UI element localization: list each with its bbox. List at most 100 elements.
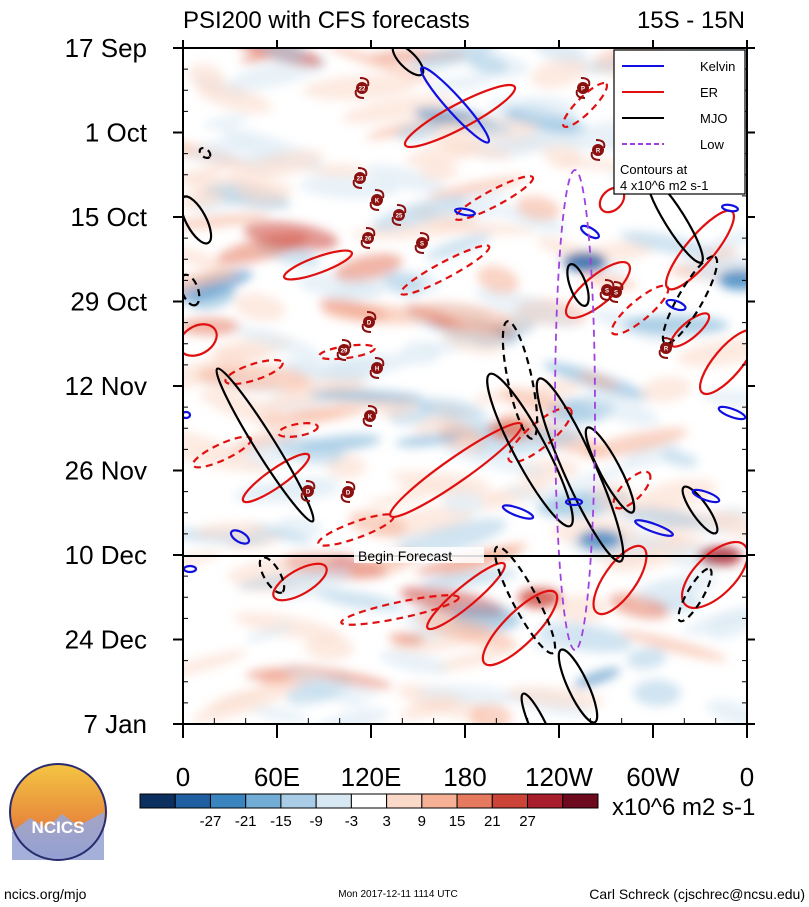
- shading-blob: [429, 74, 494, 92]
- storm-label: P: [581, 87, 585, 93]
- shading-blob: [226, 554, 332, 584]
- colorbar-units: x10^6 m2 s-1: [612, 794, 755, 821]
- chart-title: PSI200 with CFS forecasts: [183, 7, 470, 34]
- shading-blob: [705, 699, 747, 724]
- shading-blob: [504, 486, 546, 503]
- x-tick-label: 0: [740, 762, 754, 792]
- contour-mjo: [215, 367, 315, 523]
- shading-blob: [633, 679, 681, 707]
- shading-blob: [258, 406, 366, 426]
- storm-marker: K: [362, 405, 378, 427]
- contour-mjo: [198, 146, 212, 160]
- shading-blob: [533, 625, 575, 653]
- contour-mjo: [661, 255, 719, 345]
- storm-marker: D: [340, 481, 356, 503]
- shading-core: [563, 252, 607, 272]
- colorbar-label: -3: [345, 813, 358, 830]
- contour-kelvin: [501, 504, 535, 520]
- shading-blob: [441, 324, 505, 355]
- shading-blob: [410, 48, 500, 72]
- shading-blob: [183, 650, 248, 681]
- shading-blob: [533, 379, 581, 397]
- y-tick-label: 1 Oct: [85, 118, 148, 148]
- x-axis: 0 60E 120E 180 120W 60W 0: [176, 40, 754, 792]
- shading-blob: [681, 255, 747, 275]
- shading-blob: [536, 463, 639, 497]
- x-tick-label: 120W: [525, 762, 593, 792]
- storm-label: S: [605, 289, 609, 295]
- shading-blob: [530, 58, 588, 89]
- colorbar-label: 3: [382, 813, 390, 830]
- contour-er: [282, 249, 354, 281]
- colorbar-swatch: [562, 793, 599, 809]
- begin-forecast-label: Begin Forecast: [358, 548, 452, 564]
- shading-blob: [399, 696, 460, 720]
- contour-mjo: [520, 692, 560, 724]
- colorbar-label: 21: [484, 813, 501, 830]
- storm-label: D: [367, 321, 372, 327]
- y-tick-label: 10 Dec: [65, 540, 147, 570]
- shading-blob: [379, 650, 450, 675]
- shading-blob: [469, 54, 509, 75]
- x-tick-label: 120E: [341, 762, 402, 792]
- storm-marker: D: [300, 480, 316, 502]
- x-tick-label: 60W: [626, 762, 680, 792]
- storm-marker: 26: [360, 227, 376, 249]
- y-tick-label: 26 Nov: [65, 456, 147, 486]
- x-tick-label: 60E: [254, 762, 300, 792]
- shading-blob: [366, 164, 447, 194]
- shading-blob: [196, 364, 310, 391]
- storm-marker: R: [658, 337, 674, 359]
- contour-kelvin: [183, 410, 192, 420]
- shading-blob: [676, 337, 747, 367]
- contour-mjo: [681, 485, 719, 535]
- shading-blob: [211, 349, 271, 360]
- storm-label: K: [375, 199, 380, 205]
- storm-label: H: [375, 367, 379, 373]
- contour-er: [481, 589, 559, 667]
- shading-blob: [388, 632, 425, 646]
- storm-label: 29: [341, 349, 348, 355]
- colorbar-label: 27: [519, 813, 536, 830]
- contour-kelvin: [564, 497, 584, 507]
- shading-blob: [533, 48, 583, 64]
- storm-marker: H: [369, 357, 385, 379]
- shading-blob: [200, 388, 284, 426]
- footer-url[interactable]: ncics.org/mjo: [4, 886, 87, 902]
- storm-label: K: [368, 415, 373, 421]
- footer-author: Carl Schreck (cjschrec@ncsu.edu): [589, 886, 805, 902]
- shading-blob: [183, 317, 241, 336]
- shading-blob: [234, 293, 286, 322]
- contour-kelvin: [691, 488, 721, 504]
- legend-note-line1: Contours at: [620, 162, 688, 177]
- contour-er: [340, 594, 460, 626]
- shading-blob: [501, 206, 567, 234]
- contour-er: [592, 544, 648, 616]
- contour-kelvin: [634, 519, 674, 537]
- colorbar-label: 9: [418, 813, 426, 830]
- contour-mjo: [258, 556, 286, 594]
- shading-blob: [683, 605, 747, 636]
- contour-er: [272, 562, 328, 602]
- contour-er: [399, 244, 491, 296]
- shading-blob: [371, 195, 467, 231]
- shading-blob: [183, 268, 237, 293]
- shading-blob: [709, 511, 747, 542]
- y-tick-label: 7 Jan: [83, 709, 147, 739]
- shading-blob: [248, 523, 313, 544]
- shading-blob: [239, 477, 341, 496]
- shading-blob: [299, 174, 400, 200]
- contour-er: [426, 561, 506, 631]
- ncics-logo: NCICS: [9, 763, 107, 861]
- shading-blob: [573, 667, 621, 688]
- legend: Kelvin ER MJO Low Contours at 4 x10^6 m2 s-…: [613, 49, 746, 195]
- contour-kelvin: [665, 298, 687, 312]
- shading-blob: [506, 686, 606, 708]
- storm-label: D: [346, 491, 351, 497]
- shading-blob: [314, 589, 404, 612]
- contour-mjo: [677, 567, 713, 623]
- shading-blob: [516, 195, 561, 221]
- shading-blob: [463, 128, 572, 150]
- shading-blob: [619, 630, 727, 661]
- contour-er: [191, 435, 253, 469]
